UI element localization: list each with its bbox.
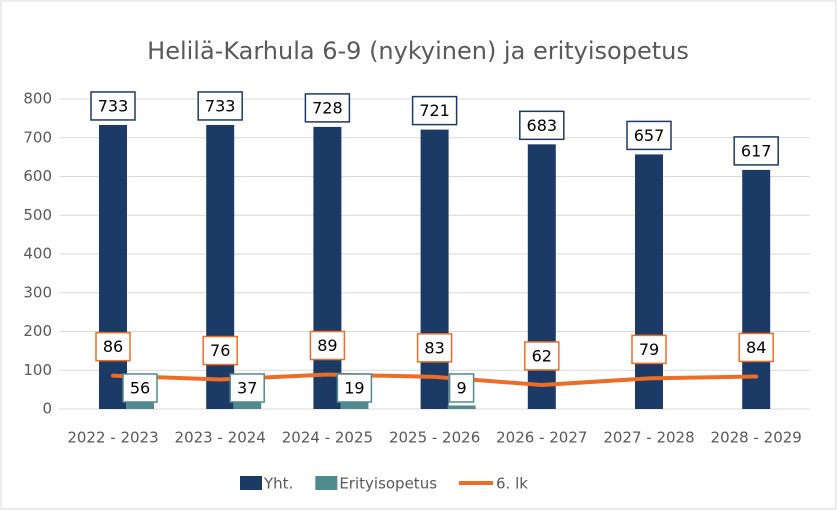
data-label: 657 [634,126,665,145]
data-label: 37 [237,379,257,398]
data-label: 683 [527,116,558,135]
data-label-box [90,91,136,121]
data-label: 83 [424,338,444,357]
data-label: 721 [419,101,450,120]
data-label: 86 [103,337,123,356]
data-label-box [448,373,475,403]
data-label: 728 [312,98,343,117]
data-label-box [229,373,265,403]
data-label-box [631,334,667,365]
data-label: 84 [746,338,766,357]
data-label-box [733,136,779,166]
y-tick-label: 100 [23,361,52,379]
x-tick-label: 2028 - 2029 [711,429,802,447]
y-tick-label: 400 [23,245,52,263]
bar [742,169,771,409]
data-label: 76 [210,341,230,360]
data-label-box [626,120,672,151]
x-tick-label: 2023 - 2024 [175,429,266,447]
data-label-box [304,93,351,123]
bar [447,405,476,409]
y-tick-label: 700 [23,128,52,146]
bar [340,401,369,409]
legend-label: 6. lk [496,475,528,493]
data-label: 79 [639,340,659,359]
legend-swatch [240,476,262,490]
data-label-box [416,333,453,363]
data-label-box [202,335,238,366]
data-label: 733 [98,96,129,115]
data-label: 89 [317,336,337,355]
data-label-box [95,331,131,362]
y-tick-label: 300 [23,283,52,301]
data-label: 617 [741,141,772,160]
y-tick-label: 0 [42,400,52,418]
data-label-box [122,373,158,403]
bar [313,126,342,410]
data-label: 56 [130,379,150,398]
legend-swatch [315,476,338,490]
data-label-box [309,330,346,361]
y-tick-label: 500 [23,206,52,224]
x-tick-label: 2025 - 2026 [389,429,480,447]
data-label: 19 [344,379,364,398]
line [111,372,759,387]
data-label-box [197,91,243,121]
legend-label: Erityisopetus [339,475,437,493]
x-tick-label: 2026 - 2027 [496,429,587,447]
x-tick-label: 2027 - 2028 [603,429,694,447]
bar [206,124,235,410]
bar [99,124,127,410]
x-tick-label: 2024 - 2025 [282,429,373,447]
bar [420,129,449,410]
data-label-box [519,110,565,141]
data-label-box [336,373,373,403]
chart-title: Helilä-Karhula 6-9 (nykyinen) ja erityis… [147,37,689,65]
data-label-box [524,341,560,371]
bar [635,154,663,409]
legend-label: Yht. [263,475,293,493]
x-tick-label: 2022 - 2023 [67,429,158,447]
data-label-box [411,95,458,126]
data-label: 9 [457,379,467,398]
y-tick-label: 200 [23,322,52,340]
y-tick-label: 800 [23,90,52,108]
data-label-box [738,332,774,363]
data-label: 62 [532,346,552,365]
y-tick-label: 600 [23,167,52,185]
data-label: 733 [205,96,236,115]
